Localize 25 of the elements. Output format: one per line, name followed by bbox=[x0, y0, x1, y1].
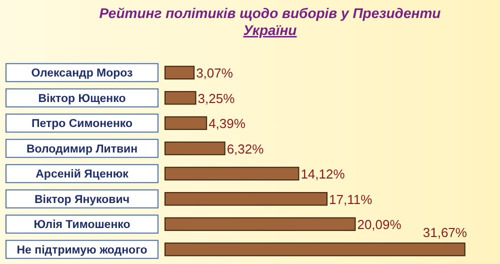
bar bbox=[164, 116, 208, 130]
y-tick-label: Віктор Ющенко bbox=[38, 92, 126, 105]
y-tick-label: Арсеній Яценюк bbox=[36, 168, 129, 181]
data-label: 3,07% bbox=[196, 66, 234, 81]
data-label: 3,25% bbox=[198, 90, 236, 106]
y-tick-label: Олександр Мороз bbox=[31, 68, 134, 80]
bar bbox=[164, 166, 300, 180]
bar bbox=[164, 242, 466, 256]
data-label: 31,67% bbox=[422, 225, 468, 240]
bar bbox=[164, 142, 226, 156]
y-tick-label: Володимир Литвин bbox=[26, 143, 138, 156]
y-tick-label: Юлія Тимошенко bbox=[34, 219, 130, 232]
chart-title: Рейтинг політиків щодо виборів у Президенти України bbox=[99, 5, 442, 38]
y-tick-label: Петро Симоненко bbox=[31, 118, 133, 130]
data-label: 20,09% bbox=[357, 217, 402, 232]
data-label: 14,12% bbox=[300, 166, 346, 182]
y-tick-label: Не підтримую жодного bbox=[16, 244, 148, 256]
data-label: 6,32% bbox=[226, 141, 264, 156]
bar bbox=[164, 66, 195, 80]
bar bbox=[164, 192, 328, 206]
y-tick-label: Віктор Янукович bbox=[34, 194, 130, 206]
data-label: 4,39% bbox=[208, 116, 246, 132]
bar bbox=[164, 91, 196, 105]
data-label: 17,11% bbox=[329, 192, 373, 207]
bar bbox=[164, 217, 356, 231]
